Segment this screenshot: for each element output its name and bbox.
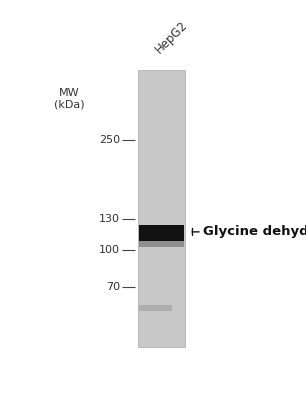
Bar [138, 70, 185, 347]
Text: 70: 70 [106, 282, 120, 292]
Text: Glycine dehydrogenase: Glycine dehydrogenase [203, 225, 306, 238]
Text: 100: 100 [99, 245, 120, 255]
Bar [139, 225, 184, 240]
Text: HepG2: HepG2 [152, 18, 190, 56]
Text: MW
(kDa): MW (kDa) [54, 88, 84, 110]
Bar [139, 305, 172, 311]
Bar [139, 240, 184, 247]
Text: 130: 130 [99, 214, 120, 224]
Text: 250: 250 [99, 135, 120, 146]
